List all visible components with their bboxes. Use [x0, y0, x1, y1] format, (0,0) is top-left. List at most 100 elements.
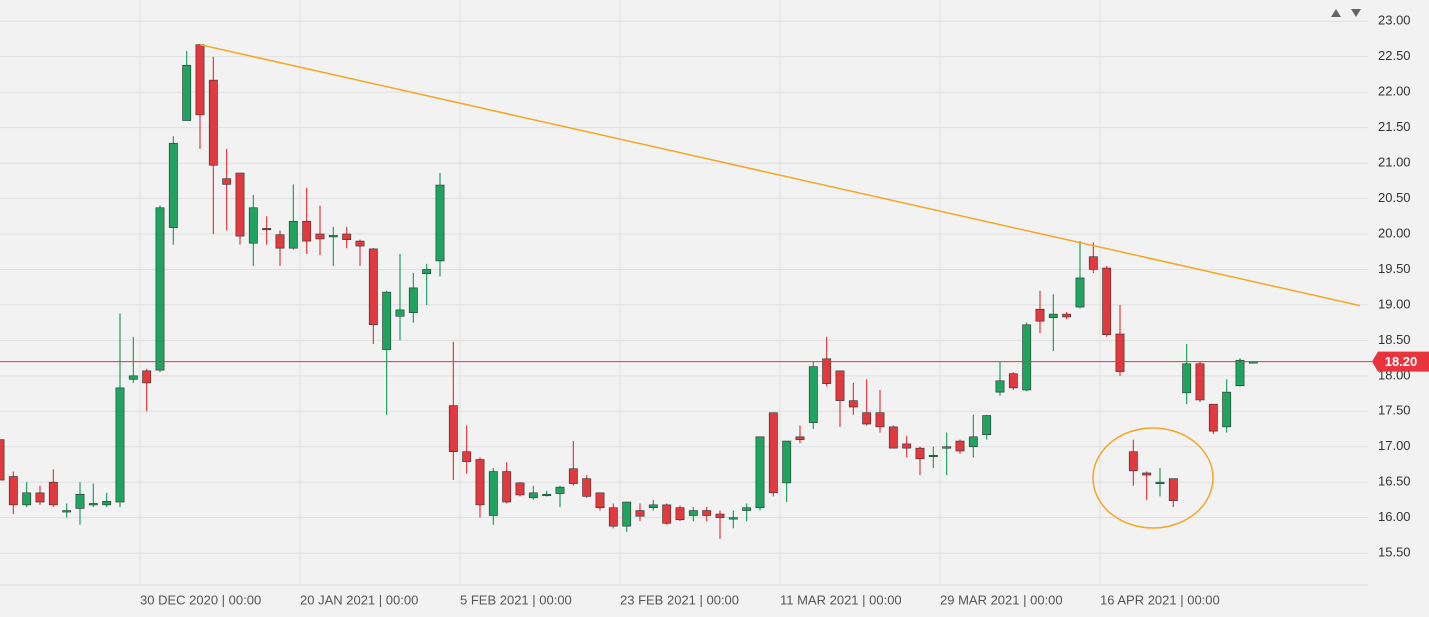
candle-body [1115, 333, 1125, 372]
x-tick-label: 30 DEC 2020 | 00:00 [140, 592, 261, 607]
scroll-down-icon[interactable] [1351, 9, 1361, 17]
candle-body [288, 220, 298, 249]
candle-body [328, 235, 338, 238]
candle-body [728, 517, 738, 520]
candle-body [942, 446, 952, 449]
x-tick-label: 16 APR 2021 | 00:00 [1100, 592, 1220, 607]
y-tick-label: 22.00 [1378, 84, 1411, 99]
x-tick-label: 23 FEB 2021 | 00:00 [620, 592, 739, 607]
candle-body [355, 240, 365, 247]
candle-body [1222, 391, 1232, 428]
candle-body [182, 64, 192, 121]
candle-body [128, 375, 138, 380]
candle-body [528, 492, 538, 499]
candle-body [1142, 472, 1152, 476]
candle-body [702, 510, 712, 516]
candle-body [275, 234, 285, 249]
candle-body [915, 447, 925, 460]
candle-body [635, 510, 645, 517]
y-tick-label: 19.00 [1378, 296, 1411, 311]
grid [0, 0, 1368, 585]
candle-body [1048, 313, 1058, 318]
y-tick-label: 19.50 [1378, 261, 1411, 276]
candle-body [315, 233, 325, 240]
y-tick-label: 21.00 [1378, 155, 1411, 170]
candle-body [342, 233, 352, 240]
candle-body [1128, 451, 1138, 472]
candle-body [75, 493, 85, 509]
candle-body [782, 440, 792, 484]
candle-body [422, 269, 432, 275]
candle-body [848, 400, 858, 408]
candle-body [235, 172, 245, 237]
labels: 15.5016.0016.5017.0017.5018.0018.5019.00… [140, 13, 1429, 607]
candle-body [475, 459, 485, 506]
candle-body [955, 440, 965, 452]
candle-body [1008, 373, 1018, 389]
x-tick-label: 29 MAR 2021 | 00:00 [940, 592, 1063, 607]
candle-body [608, 507, 618, 527]
candle-body [208, 79, 218, 166]
candle-body [382, 291, 392, 350]
candle-body [195, 44, 205, 116]
y-tick-label: 15.50 [1378, 545, 1411, 560]
candle-body [368, 248, 378, 326]
candle-body [168, 142, 178, 228]
candle-body [155, 207, 165, 371]
candle-body [982, 415, 992, 435]
candle-body [88, 503, 98, 506]
x-tick-label: 5 FEB 2021 | 00:00 [460, 592, 572, 607]
trend-line [199, 43, 1361, 307]
candle-body [8, 476, 18, 506]
candle-body [862, 412, 872, 425]
candle-body [1155, 481, 1165, 484]
y-tick-label: 20.50 [1378, 190, 1411, 205]
candle-body [795, 436, 805, 440]
candle-body [742, 507, 752, 511]
candle-body [395, 309, 405, 317]
candle-body [875, 412, 885, 428]
candle-body [1168, 478, 1178, 501]
candle-body [1102, 267, 1112, 335]
candle-body [262, 228, 272, 231]
candle-body [622, 501, 632, 527]
candle-body [1075, 277, 1085, 308]
y-tick-label: 16.50 [1378, 474, 1411, 489]
last-price-tag [1372, 351, 1429, 372]
candle-body [248, 207, 258, 244]
candle-body [0, 439, 5, 481]
candle-body [1022, 324, 1032, 391]
last-price-label: 18.20 [1385, 354, 1418, 369]
candle-body [568, 468, 578, 484]
candles [0, 43, 1372, 539]
candle-body [595, 492, 605, 509]
candle-body [62, 510, 72, 513]
candle-body [808, 366, 818, 423]
candle-body [1235, 359, 1245, 387]
candle-body [822, 358, 832, 384]
scroll-up-icon[interactable] [1331, 9, 1341, 17]
candle-body [968, 436, 978, 448]
candle-body [222, 178, 232, 185]
candle-body [675, 507, 685, 521]
candle-body [35, 492, 45, 503]
candle-body [48, 481, 58, 506]
y-tick-label: 16.00 [1378, 509, 1411, 524]
candle-body [1182, 363, 1192, 394]
candle-body [995, 380, 1005, 393]
candle-body [715, 513, 725, 518]
candle-body [902, 443, 912, 449]
x-tick-label: 20 JAN 2021 | 00:00 [300, 592, 418, 607]
candle-body [662, 504, 672, 524]
candle-body [648, 504, 658, 509]
candle-body [555, 486, 565, 494]
y-tick-label: 23.00 [1378, 13, 1411, 28]
candle-body [515, 482, 525, 496]
highlight-ellipse [1092, 427, 1214, 529]
y-tick-label: 17.50 [1378, 403, 1411, 418]
candle-body [768, 412, 778, 494]
candle-body [488, 471, 498, 516]
candle-body [835, 370, 845, 401]
x-tick-label: 11 MAR 2021 | 00:00 [780, 592, 902, 607]
